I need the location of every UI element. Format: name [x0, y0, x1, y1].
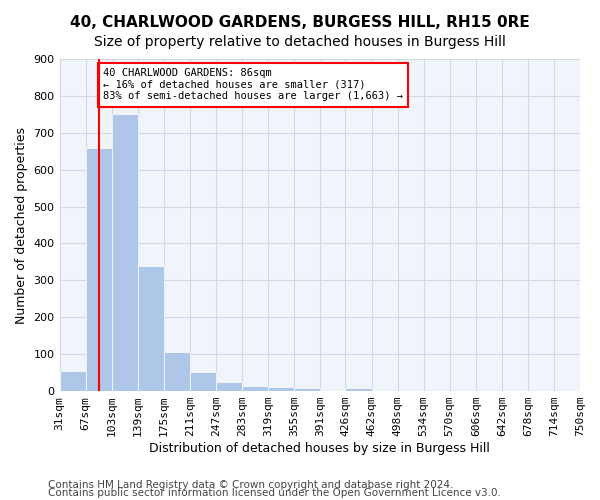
Bar [86, 148, 112, 391]
Bar [138, 266, 164, 391]
Bar [164, 352, 190, 391]
Bar [242, 386, 268, 391]
Y-axis label: Number of detached properties: Number of detached properties [15, 126, 28, 324]
Bar [112, 114, 138, 391]
Text: Contains HM Land Registry data © Crown copyright and database right 2024.: Contains HM Land Registry data © Crown c… [48, 480, 454, 490]
Text: 40, CHARLWOOD GARDENS, BURGESS HILL, RH15 0RE: 40, CHARLWOOD GARDENS, BURGESS HILL, RH1… [70, 15, 530, 30]
Bar [294, 388, 320, 391]
Text: Contains public sector information licensed under the Open Government Licence v3: Contains public sector information licen… [48, 488, 501, 498]
Bar [59, 371, 86, 391]
Text: 40 CHARLWOOD GARDENS: 86sqm
← 16% of detached houses are smaller (317)
83% of se: 40 CHARLWOOD GARDENS: 86sqm ← 16% of det… [103, 68, 403, 102]
Bar [268, 386, 294, 391]
Bar [346, 388, 371, 391]
Bar [190, 372, 216, 391]
Bar [216, 382, 242, 391]
Text: Size of property relative to detached houses in Burgess Hill: Size of property relative to detached ho… [94, 35, 506, 49]
X-axis label: Distribution of detached houses by size in Burgess Hill: Distribution of detached houses by size … [149, 442, 490, 455]
